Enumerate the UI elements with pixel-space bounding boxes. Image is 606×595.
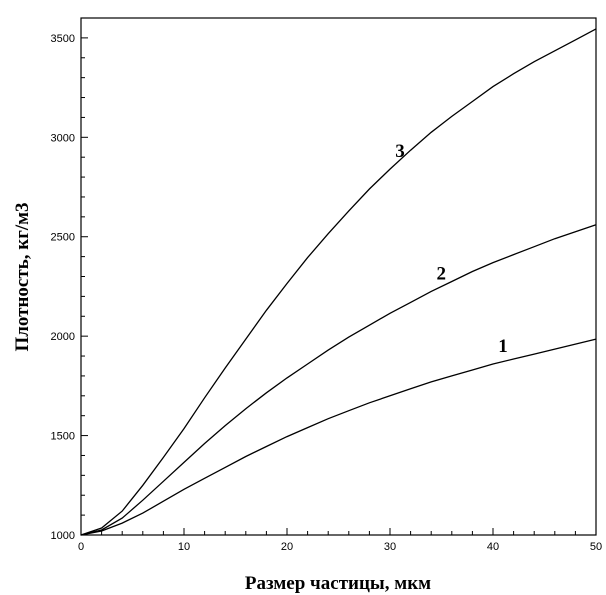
plot-frame <box>80 17 597 536</box>
y-tick-label: 2500 <box>51 232 75 244</box>
x-tick-label: 0 <box>78 541 84 553</box>
x-tick-label: 30 <box>384 541 396 553</box>
tick-group: 0 10 20 30 40 50 1000 1500 2000 2500 3000 3500 <box>51 33 603 553</box>
series-3-line <box>80 28 597 536</box>
y-tick-label: 3500 <box>51 33 75 45</box>
series-3-label: 3 <box>395 141 405 162</box>
y-tick-label: 3000 <box>51 132 75 144</box>
x-tick-label: 20 <box>281 541 293 553</box>
series-2-label: 2 <box>436 263 446 284</box>
x-tick-label: 40 <box>487 541 499 553</box>
y-axis-title: Плотность, кг/м3 <box>12 202 33 351</box>
y-tick-label: 1000 <box>51 530 75 542</box>
curve-label-group: 1 2 3 <box>395 141 508 357</box>
y-tick-label: 1500 <box>51 431 75 443</box>
series-1-label: 1 <box>498 336 508 357</box>
series-1-line <box>80 338 597 536</box>
x-tick-label: 50 <box>590 541 602 553</box>
series-group <box>80 28 597 536</box>
y-tick-label: 2000 <box>51 331 75 343</box>
x-axis-title: Размер частицы, мкм <box>245 573 431 594</box>
x-tick-label: 10 <box>178 541 190 553</box>
series-2-line <box>80 224 597 536</box>
